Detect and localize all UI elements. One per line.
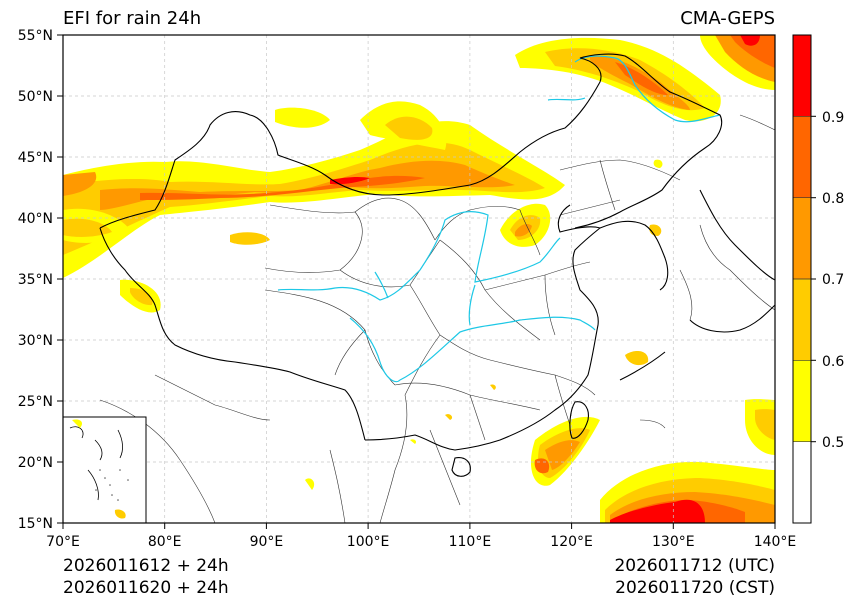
lat-tick-label: 20°N (18, 455, 53, 471)
rivers (277, 55, 721, 383)
valid-time-utc: 2026011712 (UTC) (614, 556, 775, 576)
colorbar-band-dark-orange (793, 116, 811, 198)
lat-axis: 15°N 20°N 25°N 30°N 35°N 40°N 45°N 50°N … (18, 28, 63, 532)
gridlines (63, 35, 775, 523)
lat-tick-label: 30°N (18, 333, 53, 349)
model-name: CMA-GEPS (680, 8, 775, 29)
colorbar-band-gold (793, 279, 811, 361)
lat-tick-label: 40°N (18, 211, 53, 227)
map-title: EFI for rain 24h (63, 8, 202, 29)
efi-shading (63, 35, 775, 523)
init-time-utc: 2026011612 + 24h (63, 556, 229, 576)
lon-tick-label: 80°E (148, 534, 182, 550)
lat-tick-label: 15°N (18, 516, 53, 532)
lat-tick-label: 55°N (18, 28, 53, 44)
lon-tick-label: 100°E (347, 534, 390, 550)
lon-tick-label: 140°E (754, 534, 797, 550)
init-time-block: 2026011612 + 24h 2026011620 + 24h (63, 555, 229, 599)
neighbour-borders (99, 114, 775, 523)
colorbar-tick-label: 0.8 (822, 191, 844, 207)
colorbar-band-white (793, 441, 811, 523)
country-outline (99, 53, 775, 477)
colorbar-tick-label: 0.7 (822, 272, 844, 288)
lon-axis: 70°E 80°E 90°E 100°E 110°E 120°E 130°E 1… (46, 523, 796, 550)
init-time-cst: 2026011620 + 24h (63, 578, 229, 598)
lon-tick-label: 110°E (449, 534, 492, 550)
valid-time-cst: 2026011720 (CST) (615, 578, 775, 598)
inset-map (62, 416, 147, 524)
valid-time-block: 2026011712 (UTC) 2026011720 (CST) (614, 555, 775, 599)
lat-tick-label: 50°N (18, 89, 53, 105)
colorbar-band-yellow (793, 360, 811, 442)
lon-tick-label: 90°E (250, 534, 284, 550)
province-boundaries (264, 159, 681, 441)
colorbar-band-red (793, 35, 811, 117)
lat-tick-label: 25°N (18, 394, 53, 410)
lon-tick-label: 70°E (46, 534, 80, 550)
lat-tick-label: 45°N (18, 150, 53, 166)
colorbar-tick-label: 0.5 (822, 435, 844, 451)
colorbar-tick-label: 0.6 (822, 354, 844, 370)
colorbar: 0.5 0.6 0.7 0.8 0.9 (792, 34, 844, 524)
lat-tick-label: 35°N (18, 272, 53, 288)
colorbar-tick-label: 0.9 (822, 110, 844, 126)
colorbar-band-orange (793, 197, 811, 279)
lon-tick-label: 120°E (550, 534, 593, 550)
lon-tick-label: 130°E (652, 534, 695, 550)
